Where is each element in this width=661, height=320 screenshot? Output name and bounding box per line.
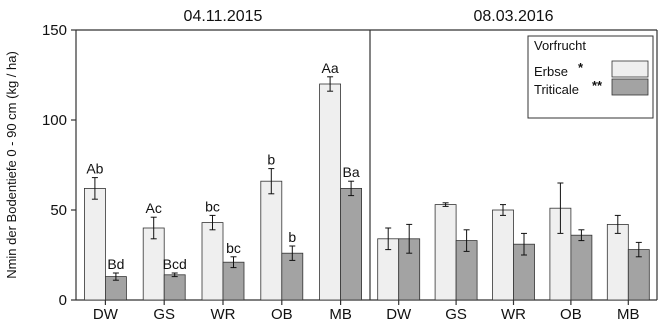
bar (201, 222, 224, 301)
bar (606, 223, 629, 301)
legend-swatch (611, 78, 649, 96)
x-tick-label: DW (386, 306, 412, 320)
significance-label: b (288, 229, 296, 245)
x-tick-label: GS (153, 306, 175, 320)
x-tick-label: GS (445, 306, 467, 320)
x-tick-label: WR (501, 306, 526, 320)
significance-label: Ac (146, 200, 162, 216)
significance-label: bc (226, 240, 241, 256)
legend-marker: ** (592, 78, 603, 93)
x-tick-label: OB (271, 306, 293, 320)
legend: Vorfrucht Erbse * Triticale ** (527, 35, 654, 119)
x-tick-label: MB (617, 306, 640, 320)
significance-label: bc (205, 198, 220, 214)
bar (570, 234, 593, 301)
chart-marks: 0 50 100 150 Nmin der Bodentiefe 0 - 90 cm (… (4, 8, 658, 320)
significance-label: Ab (86, 161, 103, 177)
legend-title: Vorfrucht (534, 38, 586, 53)
y-axis-label: Nmin der Bodentiefe 0 - 90 cm (kg / ha) (4, 51, 19, 279)
panel-title: 04.11.2015 (184, 8, 263, 25)
bar (163, 274, 186, 301)
legend-label: Triticale (534, 82, 579, 97)
x-tick-label: DW (93, 306, 119, 320)
significance-label: Bcd (163, 256, 187, 272)
x-tick-label: OB (560, 306, 582, 320)
x-tick-label: MB (329, 306, 352, 320)
bar (319, 83, 342, 301)
significance-label: Ba (343, 164, 360, 180)
legend-swatch (611, 60, 649, 78)
bar (492, 209, 514, 301)
legend-marker: * (578, 60, 584, 75)
significance-label: Bd (107, 256, 124, 272)
y-tick-label: 50 (50, 202, 67, 219)
significance-label: Aa (322, 60, 339, 76)
bar (340, 187, 363, 301)
panel-title: 08.03.2016 (473, 8, 553, 25)
significance-label: b (267, 152, 275, 168)
bar (434, 204, 457, 301)
y-tick-label: 150 (42, 22, 67, 39)
y-tick-label: 100 (42, 112, 67, 129)
legend-label: Erbse (534, 64, 568, 79)
y-tick-label: 0 (59, 292, 67, 309)
bar (260, 180, 283, 301)
x-tick-label: WR (211, 306, 236, 320)
bar (84, 187, 106, 301)
